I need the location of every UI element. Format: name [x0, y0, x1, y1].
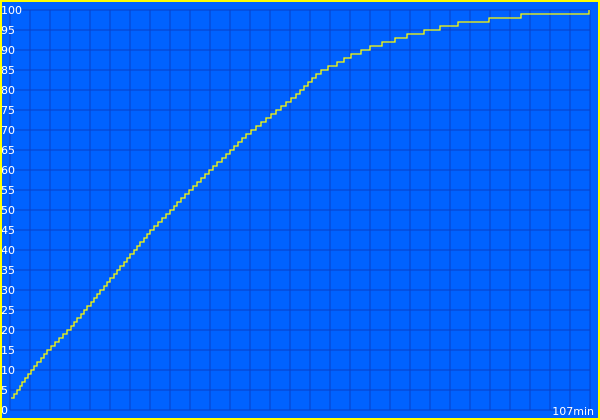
series-line — [11, 10, 590, 399]
y-tick-label: 100 — [2, 4, 22, 17]
grid — [9, 9, 591, 411]
y-tick-label: 50 — [2, 204, 15, 217]
y-tick-label: 45 — [2, 224, 15, 237]
y-tick-labels: 0 5 10 15 20 25 30 35 40 45 50 55 60 65 70 75 80 85 90 95 10… — [2, 4, 22, 417]
y-tick-label: 60 — [2, 164, 15, 177]
y-tick-label: 80 — [2, 84, 15, 97]
y-tick-label: 85 — [2, 64, 15, 77]
y-tick-label: 5 — [2, 384, 8, 397]
x-axis-end-label: 107min — [552, 405, 594, 418]
y-tick-label: 55 — [2, 184, 15, 197]
y-tick-label: 90 — [2, 44, 15, 57]
y-tick-label: 35 — [2, 264, 15, 277]
y-tick-label: 30 — [2, 284, 15, 297]
y-tick-label: 20 — [2, 324, 15, 337]
y-tick-label: 25 — [2, 304, 15, 317]
y-tick-label: 0 — [2, 404, 8, 417]
y-tick-label: 10 — [2, 364, 15, 377]
y-tick-label: 65 — [2, 144, 15, 157]
y-tick-label: 40 — [2, 244, 15, 257]
y-tick-label: 75 — [2, 104, 15, 117]
y-tick-label: 95 — [2, 24, 15, 37]
y-tick-label: 15 — [2, 344, 15, 357]
y-tick-label: 70 — [2, 124, 15, 137]
